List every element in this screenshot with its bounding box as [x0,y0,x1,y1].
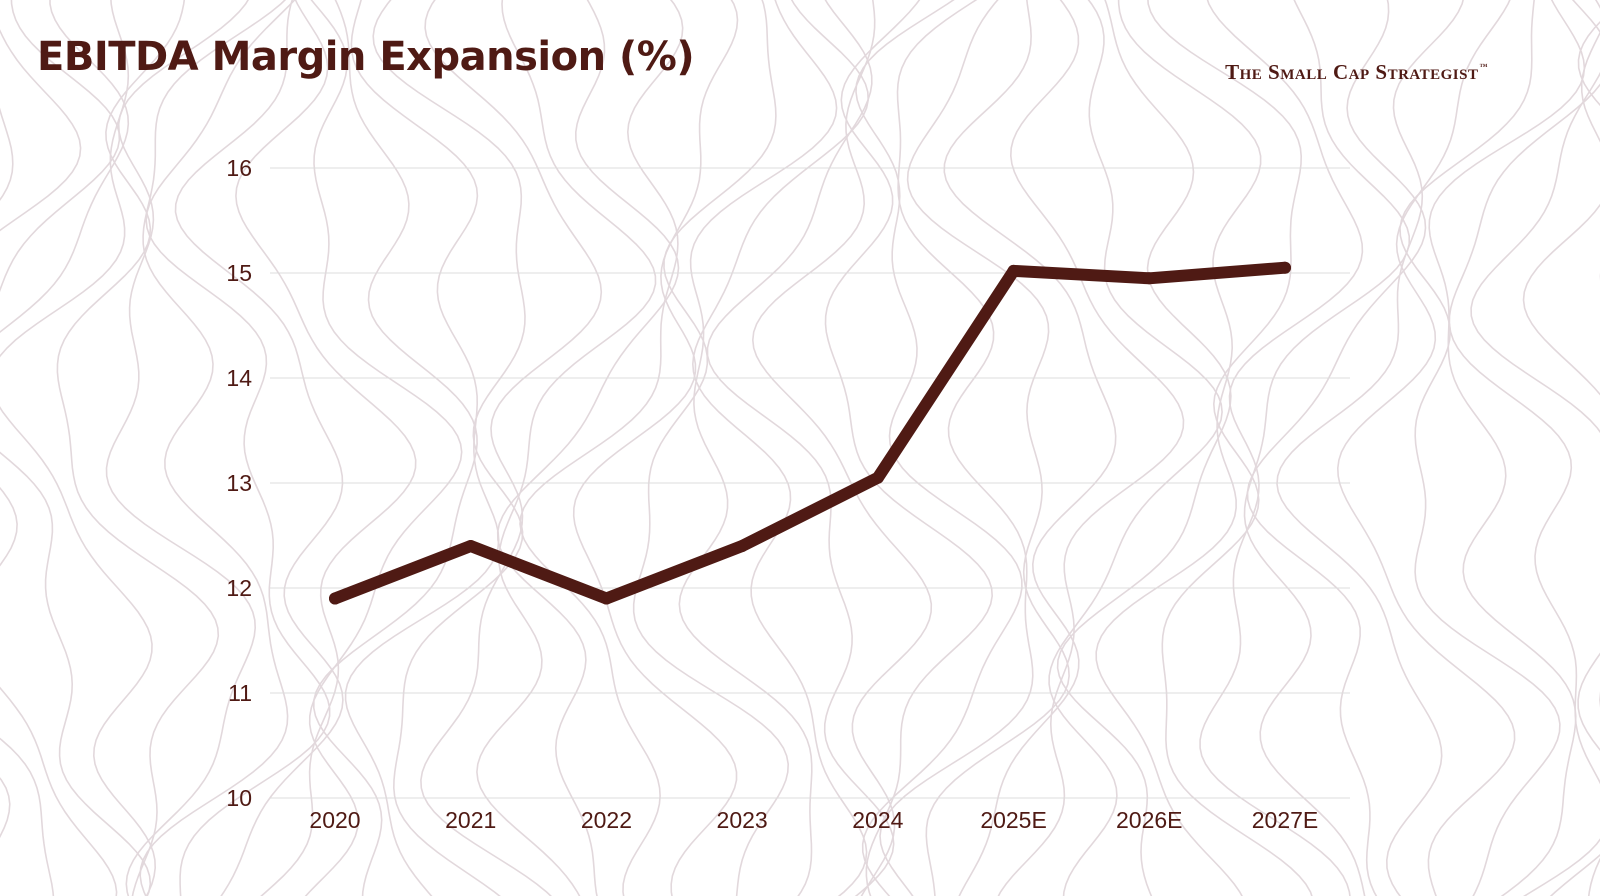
y-tick-label-11: 11 [228,680,252,706]
contour-line [519,0,684,896]
data-point-2027E [1279,261,1291,274]
contour-line [678,0,838,896]
data-point-2025E [1007,264,1020,277]
data-point-2023 [736,540,749,552]
y-tick-label-12: 12 [226,575,252,601]
data-point-2021 [464,540,477,552]
contour-line [0,0,152,896]
contour-line [1048,0,1223,896]
contour-line [312,0,478,896]
contour-line [145,0,331,896]
contour-line [1522,31,1600,896]
brand-trademark: ™ [1479,62,1488,71]
contour-line [706,0,895,896]
contour-line [943,0,1117,896]
contour-line [1448,0,1600,896]
x-tick-label-2020: 2020 [309,807,360,833]
contour-line [56,0,220,896]
contour-line [496,0,680,896]
contour-line [1336,0,1516,896]
contour-line [0,0,121,896]
contour-line [476,0,657,896]
y-tick-label-16: 16 [226,155,252,181]
brand-name: The Small Cap Strategist [1225,60,1479,84]
contour-line [1199,0,1364,896]
contour-line [1470,0,1600,896]
contour-line [572,0,739,896]
contour-line [879,0,1034,896]
x-tick-label-2025E: 2025E [980,807,1047,833]
data-point-2026E [1143,272,1156,285]
contour-line [1056,0,1232,896]
x-tick-label-2027E: 2027E [1252,807,1319,833]
data-point-2020 [329,592,341,605]
grid-lines [270,167,1350,799]
y-tick-label-14: 14 [226,365,252,391]
contour-line [824,0,994,896]
series-line-0 [329,261,1291,605]
contour-line [235,0,417,896]
contour-line [1428,0,1586,896]
contour-line [174,0,344,896]
contour-line [344,0,500,896]
x-tick-label-2026E: 2026E [1116,807,1183,833]
contour-line [1246,0,1427,896]
contour-line [906,0,1070,896]
contour-line [105,0,257,896]
contour-line [139,0,289,896]
y-tick-label-15: 15 [226,260,252,286]
contour-line [0,29,82,896]
contour-line [997,0,1185,896]
series-layer [329,261,1291,605]
contour-line [1276,0,1464,896]
x-tick-label-2022: 2022 [581,807,632,833]
x-tick-label-2024: 2024 [852,807,903,833]
contour-line [1399,0,1561,896]
contour-line [420,0,603,896]
y-tick-label-10: 10 [226,785,252,811]
y-axis-ticks: 10 11 12 13 14 15 16 [226,155,252,811]
y-tick-label-13: 13 [226,470,252,496]
contour-line [632,0,790,896]
data-point-2024 [871,471,884,484]
x-tick-label-2021: 2021 [445,807,496,833]
x-axis-ticks: 2020 2021 2022 2023 2024 2025E 2026E 2027E [309,807,1318,833]
data-point-2022 [600,592,613,605]
contour-line [1147,0,1313,896]
contour-line [751,0,933,896]
chart-title: EBITDA Margin Expansion (%) [37,34,695,80]
contour-line [1095,0,1262,896]
contour-line [0,0,157,896]
x-tick-label-2023: 2023 [717,807,768,833]
contour-line [1243,0,1410,896]
contour-line [0,107,14,839]
contour-line [304,0,463,896]
contour-line [372,0,526,896]
brand-wordmark: The Small Cap Strategist™ [1225,60,1488,85]
